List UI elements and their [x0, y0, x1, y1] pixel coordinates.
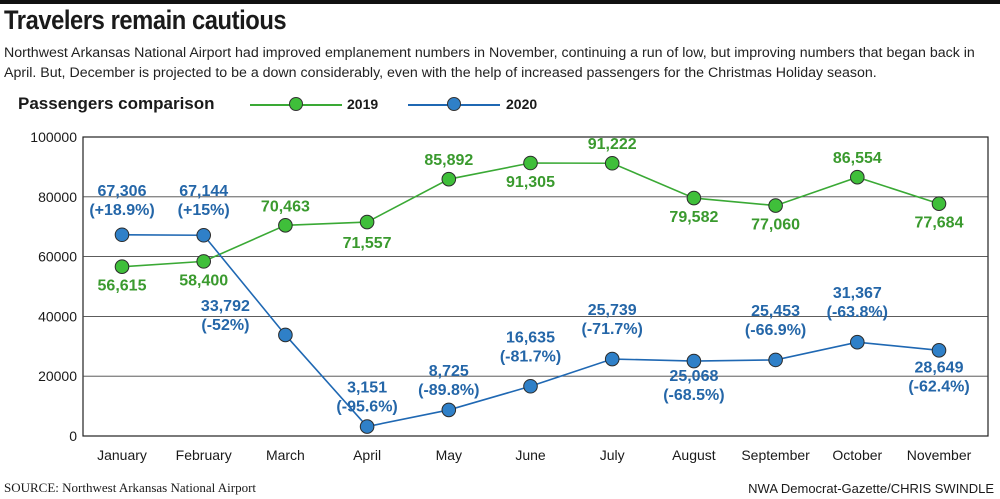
change-label-2020: (+15%): [178, 202, 230, 219]
data-label-2019: 77,684: [915, 215, 964, 232]
x-tick-label: January: [97, 447, 147, 463]
x-tick-label: April: [353, 447, 381, 463]
data-label-2020: 67,144: [179, 183, 228, 200]
chart-subtitle: Northwest Arkansas National Airport had …: [4, 45, 975, 81]
y-tick-label: 80000: [38, 189, 77, 205]
change-label-2020: (-71.7%): [582, 321, 643, 338]
data-point-2020: [604, 351, 620, 367]
top-rule: [0, 0, 1000, 4]
legend-title: Passengers comparison: [18, 94, 215, 113]
x-tick-label: August: [672, 447, 716, 463]
change-label-2020: (-81.7%): [500, 348, 561, 365]
data-label-2020: 28,649: [915, 359, 964, 376]
data-label-2020: 25,453: [751, 303, 800, 320]
data-label-2019: 70,463: [261, 198, 310, 215]
data-point-2019: [114, 259, 130, 275]
x-tick-label: September: [741, 447, 810, 463]
data-point-2019: [931, 196, 947, 212]
data-label-2020: 8,725: [429, 363, 469, 380]
chart-title: Travelers remain cautious: [4, 5, 287, 35]
data-point-2020: [359, 419, 375, 434]
data-label-2019: 58,400: [179, 272, 228, 289]
data-label-2020: 31,367: [833, 285, 882, 302]
source-note: SOURCE: Northwest Arkansas National Airp…: [4, 480, 257, 495]
data-label-2020: 25,739: [588, 302, 637, 319]
y-tick-label: 60000: [38, 249, 77, 265]
data-label-2020: 16,635: [506, 329, 555, 346]
data-point-2020: [931, 343, 947, 358]
data-label-2020: 67,306: [98, 183, 147, 200]
change-label-2020: (-52%): [201, 317, 249, 334]
data-point-2020: [768, 352, 783, 368]
data-label-2019: 77,060: [751, 217, 800, 234]
change-label-2020: (-62.4%): [908, 378, 969, 395]
data-label-2019: 56,615: [98, 278, 147, 295]
change-label-2020: (-89.8%): [418, 382, 479, 399]
data-label-2019: 91,305: [506, 174, 555, 191]
legend-label-2020: 2020: [506, 96, 538, 112]
data-point-2019: [686, 190, 702, 206]
plot-frame: [82, 136, 989, 437]
x-tick-label: February: [176, 447, 232, 463]
data-point-2020: [523, 378, 538, 394]
change-label-2020: (-63.8%): [827, 304, 888, 321]
y-tick-label: 0: [69, 428, 77, 444]
x-tick-label: May: [436, 447, 462, 463]
data-point-2019: [768, 198, 783, 213]
data-point-2019: [604, 155, 620, 171]
data-point-2020: [850, 334, 865, 350]
data-point-2019: [441, 171, 457, 187]
legend-label-2019: 2019: [347, 96, 379, 112]
data-point-2019: [359, 214, 375, 230]
x-tick-label: June: [515, 447, 546, 463]
x-tick-label: July: [600, 447, 625, 463]
x-tick-label: October: [832, 447, 882, 463]
data-point-2020: [441, 402, 457, 418]
data-point-2019: [850, 169, 865, 185]
data-label-2019: 79,582: [669, 209, 718, 226]
data-label-2019: 86,554: [833, 150, 882, 167]
credit-note: NWA Democrat-Gazette/CHRIS SWINDLE: [748, 481, 994, 496]
data-label-2019: 71,557: [343, 235, 392, 252]
legend-marker-2019: [289, 97, 303, 111]
legend-marker-2020: [447, 97, 461, 111]
y-tick-label: 100000: [30, 129, 77, 145]
data-point-2020: [196, 227, 211, 243]
change-label-2020: (-68.5%): [663, 387, 724, 404]
data-label-2019: 91,222: [588, 136, 637, 153]
x-tick-label: March: [266, 447, 305, 463]
data-label-2020: 33,792: [201, 298, 250, 315]
data-point-2020: [114, 227, 130, 243]
data-label-2019: 85,892: [424, 152, 473, 169]
y-tick-label: 40000: [38, 308, 77, 324]
change-label-2020: (-66.9%): [745, 322, 806, 339]
change-label-2020: (-95.6%): [336, 399, 397, 416]
data-point-2019: [196, 254, 211, 269]
change-label-2020: (+18.9%): [89, 202, 154, 219]
y-tick-label: 20000: [38, 368, 77, 384]
data-point-2020: [686, 353, 702, 369]
data-label-2020: 3,151: [347, 380, 387, 397]
data-point-2020: [278, 327, 293, 343]
data-point-2019: [523, 155, 538, 171]
data-point-2019: [278, 218, 293, 233]
x-tick-label: November: [907, 447, 972, 463]
data-label-2020: 25,068: [669, 368, 718, 385]
